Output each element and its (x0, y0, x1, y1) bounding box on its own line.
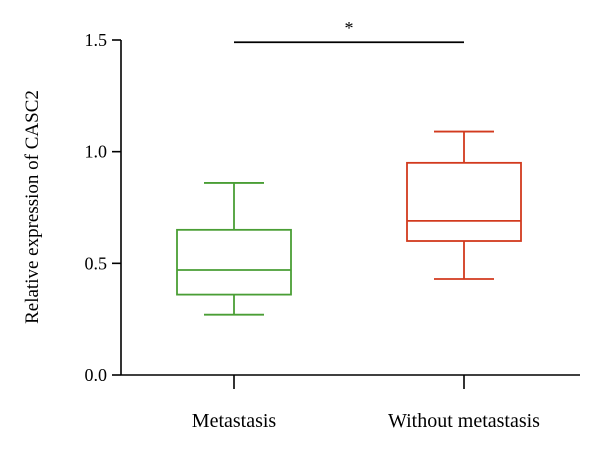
iqr-box (176, 228, 292, 296)
x-category-label: Without metastasis (388, 410, 540, 432)
y-tick-label: 1.0 (85, 142, 108, 162)
y-tick-label: 1.5 (85, 30, 108, 50)
y-tick-label: 0.5 (85, 253, 108, 273)
y-axis-label: Relative expression of CASC2 (22, 90, 43, 324)
y-tick-label: 0.0 (85, 365, 108, 385)
iqr-box (406, 161, 522, 242)
significance-label: * (345, 18, 354, 38)
chart-marks: 0.0 0.5 1.0 1.5 Metastasis Without metastasis… (85, 18, 541, 432)
x-category-label: Metastasis (192, 410, 277, 432)
